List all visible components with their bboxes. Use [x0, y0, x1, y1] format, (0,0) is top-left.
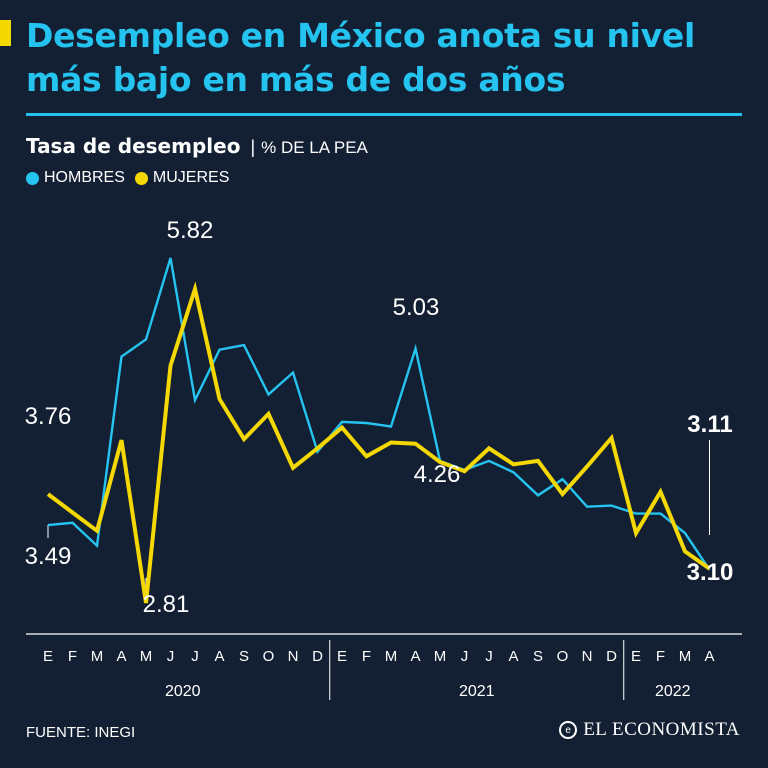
- series-line-hombres: [47, 257, 711, 571]
- x-tick-label: A: [214, 648, 224, 665]
- legend-label-mujeres: MUJERES: [152, 169, 230, 186]
- x-tick-label: N: [288, 648, 299, 665]
- x-tick-label: F: [68, 648, 77, 665]
- legend-item-mujeres: MUJERES: [134, 169, 230, 187]
- x-tick-label: D: [606, 648, 617, 665]
- data-label-3-49: 3.49: [25, 543, 72, 570]
- chart-subtitle: Tasa de desempleo | % DE LA PEA: [26, 134, 368, 159]
- x-tick-label: M: [140, 648, 153, 665]
- x-tick-label: J: [191, 648, 199, 665]
- year-label-2020: 2020: [165, 683, 201, 700]
- data-label-5-03: 5.03: [393, 294, 440, 321]
- x-tick-label: M: [679, 648, 692, 665]
- legend-dot-hombres: [26, 171, 39, 185]
- x-tick-label: A: [410, 648, 420, 665]
- chart-subtitle-separator: |: [250, 137, 256, 157]
- title-accent-bar: [0, 20, 11, 46]
- x-tick-label: O: [263, 648, 275, 665]
- data-label-3-76: 3.76: [25, 403, 72, 430]
- x-tick-label: N: [582, 648, 593, 665]
- x-tick-label: S: [239, 648, 249, 665]
- data-label-2-81: 2.81: [143, 591, 190, 618]
- x-tick-label: F: [362, 648, 371, 665]
- x-tick-label: A: [116, 648, 126, 665]
- x-tick-label: A: [508, 648, 518, 665]
- x-tick-label: E: [43, 648, 53, 665]
- x-tick-label: M: [385, 648, 398, 665]
- x-tick-label: J: [167, 648, 175, 665]
- page-title: Desempleo en México anota su nivel más b…: [26, 16, 695, 99]
- year-label-2021: 2021: [459, 683, 495, 700]
- data-label-3-11: 3.11: [687, 411, 732, 438]
- e-logo-icon: e: [559, 721, 578, 739]
- x-tick-label: F: [656, 648, 665, 665]
- x-tick-label: O: [557, 648, 569, 665]
- x-tick-label: J: [461, 648, 469, 665]
- chart-subtitle-unit: % DE LA PEA: [261, 138, 368, 157]
- x-tick-label: E: [631, 648, 641, 665]
- footer-source: FUENTE: INEGI: [26, 724, 136, 741]
- series-line-mujeres: [46, 281, 711, 604]
- data-label-5-82: 5.82: [167, 217, 214, 244]
- legend-label-hombres: HOMBRES: [44, 169, 125, 186]
- x-tick-label: M: [434, 648, 447, 665]
- legend-dot-mujeres: [134, 171, 148, 185]
- x-tick-label: D: [312, 648, 323, 665]
- x-tick-label: A: [704, 648, 714, 665]
- x-tick-label: E: [337, 648, 347, 665]
- x-tick-label: J: [485, 648, 493, 665]
- data-label-4-26: 4.26: [414, 461, 461, 488]
- brand-name: EL ECONOMISTA: [583, 719, 740, 740]
- year-label-2022: 2022: [655, 683, 691, 700]
- x-tick-label: M: [91, 648, 104, 665]
- chart-subtitle-main: Tasa de desempleo: [26, 134, 241, 158]
- legend-item-hombres: HOMBRES: [26, 169, 125, 187]
- chart-legend: HOMBRES MUJERES: [26, 169, 239, 187]
- title-divider: [26, 113, 742, 116]
- data-label-3-10: 3.10: [687, 559, 734, 586]
- brand-logo: e EL ECONOMISTA: [559, 719, 740, 741]
- x-tick-label: S: [533, 648, 543, 665]
